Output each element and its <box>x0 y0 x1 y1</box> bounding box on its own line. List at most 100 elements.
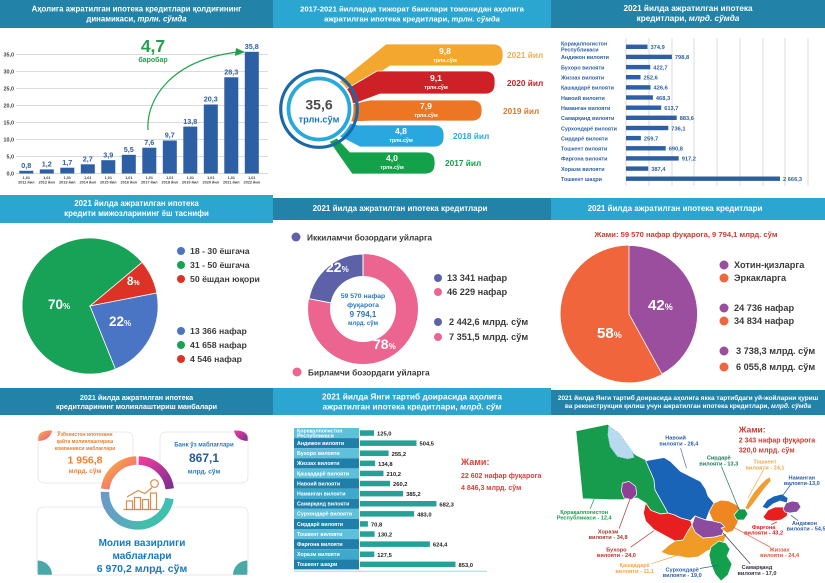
svg-text:1,01: 1,01 <box>84 176 91 180</box>
svg-text:Жиззах: Жиззах <box>769 548 791 554</box>
svg-text:Самарқанд вилояти: Самарқанд вилояти <box>561 116 614 122</box>
svg-text:Наманган: Наманган <box>789 476 816 482</box>
svg-text:Қашқадарё: Қашқадарё <box>620 563 650 569</box>
svg-text:1,01: 1,01 <box>23 176 30 180</box>
svg-text:1,01: 1,01 <box>248 176 255 180</box>
svg-text:млрд. сўм: млрд. сўм <box>348 320 379 327</box>
svg-text:вилояти-13,0: вилояти-13,0 <box>784 481 820 487</box>
svg-text:Андижон вилояти: Андижон вилояти <box>561 55 609 61</box>
svg-text:2021 йил: 2021 йил <box>223 181 240 185</box>
svg-text:624,4: 624,4 <box>433 543 448 549</box>
svg-text:25,0: 25,0 <box>4 87 15 93</box>
svg-text:вилояти - 34,8: вилояти - 34,8 <box>589 535 628 541</box>
svg-text:9,1: 9,1 <box>430 73 442 83</box>
svg-text:46 229 нафар: 46 229 нафар <box>447 287 507 297</box>
svg-text:1,01: 1,01 <box>166 176 173 180</box>
svg-text:35,0: 35,0 <box>4 53 15 59</box>
svg-text:Андижон вилояти: Андижон вилояти <box>297 441 344 447</box>
svg-text:1 956,8: 1 956,8 <box>67 455 102 467</box>
svg-text:422,7: 422,7 <box>653 65 667 71</box>
svg-text:0,8: 0,8 <box>21 161 31 170</box>
svg-text:вилояти - 24,1: вилояти - 24,1 <box>745 466 784 472</box>
svg-text:трлн.сўм: трлн.сўм <box>389 137 413 144</box>
svg-text:баробар: баробар <box>138 56 167 64</box>
svg-text:50 ёшдан юқори: 50 ёшдан юқори <box>190 274 260 284</box>
svg-text:Хоразм: Хоразм <box>598 529 618 535</box>
svg-text:2013 йил: 2013 йил <box>59 181 76 185</box>
svg-text:вилояти - 43,2: вилояти - 43,2 <box>744 531 783 537</box>
svg-text:9 794,1: 9 794,1 <box>350 310 377 319</box>
svg-text:35,6: 35,6 <box>305 97 332 113</box>
svg-text:1,01: 1,01 <box>207 176 214 180</box>
svg-text:4 546 нафар: 4 546 нафар <box>190 354 242 364</box>
svg-text:9,8: 9,8 <box>439 46 451 56</box>
svg-text:42%: 42% <box>648 297 673 314</box>
svg-text:2 343 нафар фуқарога: 2 343 нафар фуқарога <box>739 438 816 445</box>
svg-text:15,0: 15,0 <box>4 121 15 127</box>
svg-text:2016 йил: 2016 йил <box>121 181 138 185</box>
svg-text:3 738,3 млрд. сўм: 3 738,3 млрд. сўм <box>736 346 815 356</box>
svg-text:Самарқанд: Самарқанд <box>742 565 773 571</box>
svg-text:6 970,2 млрд. сўм: 6 970,2 млрд. сўм <box>97 563 188 575</box>
svg-text:Жиззах вилояти: Жиззах вилояти <box>560 76 604 82</box>
svg-text:Тошкент: Тошкент <box>753 460 776 466</box>
svg-text:4,0: 4,0 <box>386 153 398 163</box>
svg-text:2011 йил: 2011 йил <box>18 181 35 185</box>
svg-text:Наманган вилояти: Наманган вилояти <box>297 492 346 498</box>
svg-text:1,7: 1,7 <box>62 158 72 167</box>
svg-text:252,6: 252,6 <box>644 76 658 82</box>
svg-text:трлн.сўм: трлн.сўм <box>414 112 438 119</box>
svg-text:13,8: 13,8 <box>183 117 197 126</box>
svg-text:Бухоро вилояти: Бухоро вилояти <box>297 451 340 457</box>
svg-text:130,2: 130,2 <box>378 533 393 539</box>
svg-text:18 - 30 ёшгача: 18 - 30 ёшгача <box>190 246 250 256</box>
svg-text:Жами:: Жами: <box>738 424 766 434</box>
svg-text:вилояти - 17,0: вилояти - 17,0 <box>737 571 776 577</box>
svg-text:1,01: 1,01 <box>125 176 132 180</box>
svg-text:вилояти - 19,0: вилояти - 19,0 <box>663 573 702 579</box>
svg-text:483,0: 483,0 <box>417 512 432 518</box>
svg-text:Хоразм вилояти: Хоразм вилояти <box>561 167 605 173</box>
svg-text:210,2: 210,2 <box>387 472 402 478</box>
svg-text:468,3: 468,3 <box>656 96 670 102</box>
svg-text:883,6: 883,6 <box>680 116 694 122</box>
svg-text:2017 йил: 2017 йил <box>445 158 481 168</box>
svg-text:867,1: 867,1 <box>189 451 219 465</box>
svg-text:вилояти - 24,4: вилояти - 24,4 <box>760 553 800 559</box>
svg-text:690,8: 690,8 <box>669 147 683 153</box>
svg-text:Сирдарё вилояти: Сирдарё вилояти <box>561 136 608 142</box>
svg-text:22 602 нафар фуқарога: 22 602 нафар фуқарога <box>461 473 542 480</box>
svg-text:Қорақалпоғистон: Қорақалпоғистон <box>297 429 342 435</box>
svg-text:Банк ўз маблағлари: Банк ўз маблағлари <box>174 442 234 449</box>
svg-text:259,7: 259,7 <box>644 136 658 142</box>
svg-text:Тошкент вилояти: Тошкент вилояти <box>297 532 342 538</box>
svg-text:4 846,3 млрд. сўм: 4 846,3 млрд. сўм <box>461 484 521 492</box>
svg-text:2 442,6 млрд. сўм: 2 442,6 млрд. сўм <box>449 317 528 327</box>
svg-text:41 658 нафар: 41 658 нафар <box>190 340 247 350</box>
svg-text:6 055,8 млрд. сўм: 6 055,8 млрд. сўм <box>736 362 815 372</box>
svg-text:Фарғона вилояти: Фарғона вилояти <box>561 157 607 163</box>
svg-text:736,1: 736,1 <box>671 126 685 132</box>
svg-text:Эркакларга: Эркакларга <box>734 273 787 283</box>
svg-text:260,2: 260,2 <box>393 482 408 488</box>
svg-text:10,0: 10,0 <box>4 138 15 144</box>
svg-text:Республикаси - 12,4: Республикаси - 12,4 <box>557 515 613 522</box>
svg-text:7 351,5 млрд. сўм: 7 351,5 млрд. сўм <box>449 332 528 342</box>
svg-text:вилояти - 11,1: вилояти - 11,1 <box>615 569 654 575</box>
svg-text:Фарғона: Фарғона <box>752 525 776 531</box>
svg-text:59 570 нафар: 59 570 нафар <box>341 293 385 300</box>
svg-text:Сирдарё вилояти: Сирдарё вилояти <box>297 522 343 528</box>
svg-text:1,01: 1,01 <box>146 176 153 180</box>
svg-text:1,01: 1,01 <box>105 176 112 180</box>
svg-text:798,8: 798,8 <box>675 55 689 61</box>
svg-text:2021 йил: 2021 йил <box>507 50 543 60</box>
svg-text:Хотин-қизларга: Хотин-қизларга <box>734 260 805 270</box>
svg-text:0,0: 0,0 <box>7 172 15 178</box>
svg-text:2012 йил: 2012 йил <box>39 181 56 185</box>
svg-text:Бирламчи бозордаги уйларга: Бирламчи бозордаги уйларга <box>308 368 430 378</box>
svg-text:Республикаси: Республикаси <box>561 47 599 54</box>
svg-text:вилояти - 54,5: вилояти - 54,5 <box>787 527 825 533</box>
svg-text:қайта молиялаштириш: қайта молиялаштириш <box>57 438 114 445</box>
svg-text:трлн.сўм: трлн.сўм <box>433 57 457 64</box>
svg-text:Сурхондарё вилояти: Сурхондарё вилояти <box>297 512 352 518</box>
